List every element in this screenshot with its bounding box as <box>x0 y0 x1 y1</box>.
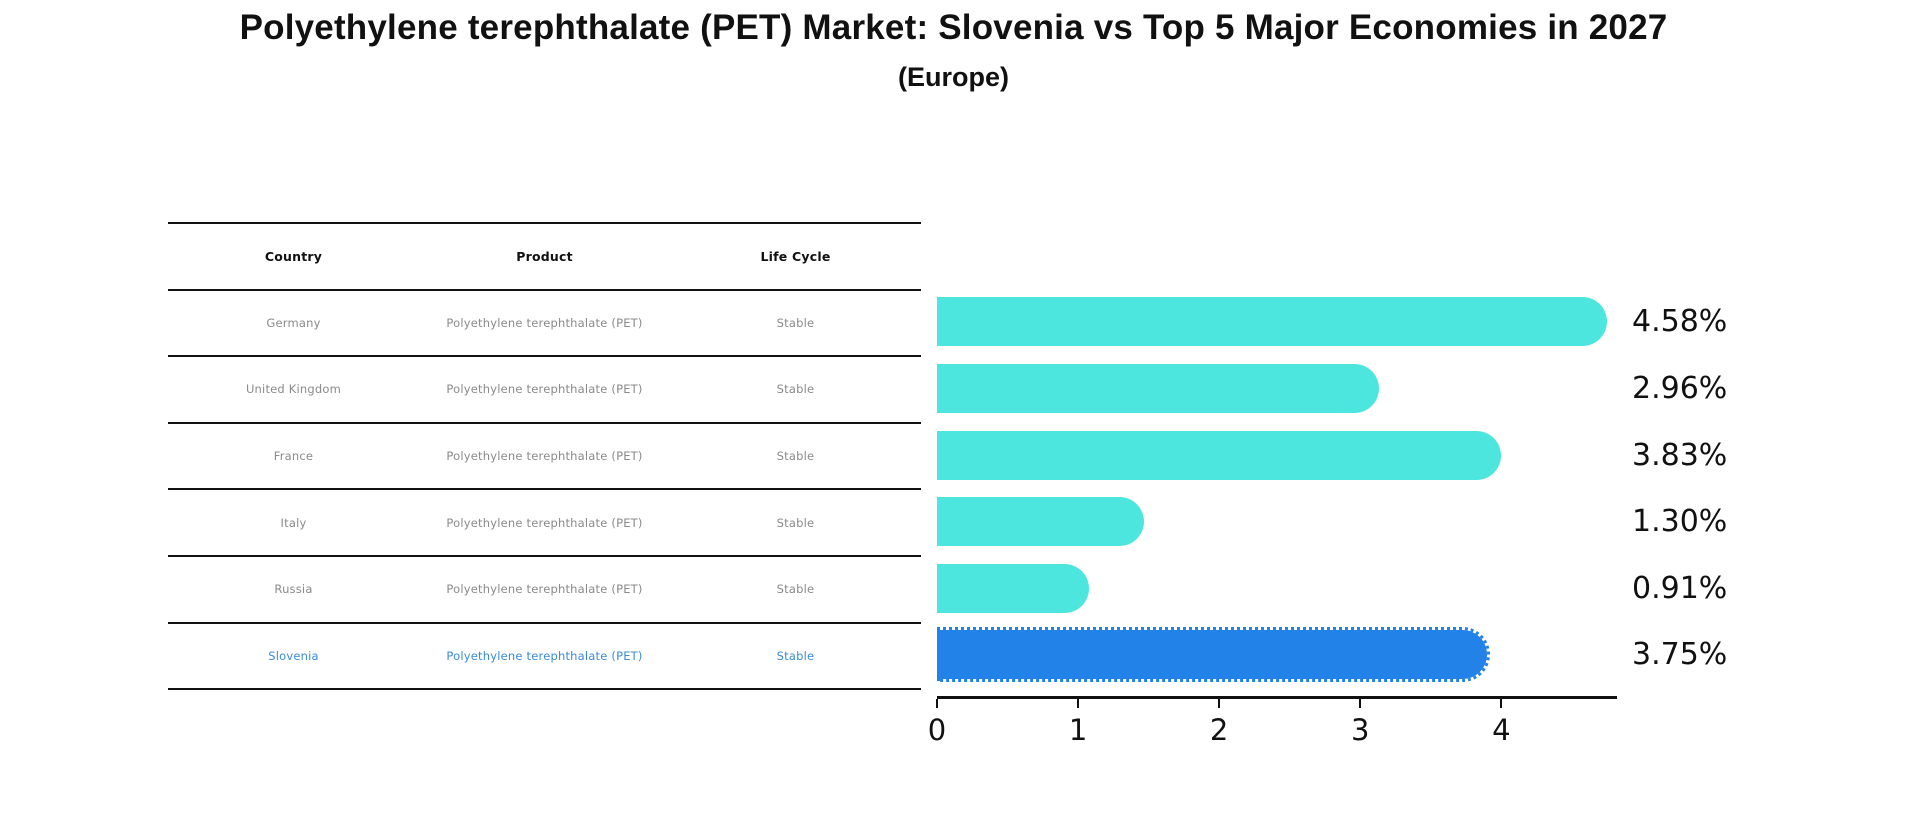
bar-value-label: 2.96% <box>1632 370 1728 406</box>
country-cell: Slovenia <box>268 648 319 663</box>
product-cell: Polyethylene terephthalate (PET) <box>446 382 643 397</box>
product-cell: Polyethylene terephthalate (PET) <box>446 582 643 597</box>
product-cell: Polyethylene terephthalate (PET) <box>446 449 643 464</box>
column-header-product: Product <box>516 248 573 264</box>
bar <box>937 363 1379 413</box>
x-axis-tick <box>1359 699 1362 708</box>
life-cycle-cell: Stable <box>776 648 815 663</box>
life-cycle-cell: Stable <box>776 515 815 530</box>
country-cell: Italy <box>280 515 307 530</box>
table-row: United Kingdom Polyethylene terephthalat… <box>168 355 921 422</box>
product-cell: Polyethylene terephthalate (PET) <box>446 315 643 330</box>
table-header-row: Country Product Life Cycle <box>168 222 921 289</box>
x-axis-tick-label: 2 <box>1209 713 1229 747</box>
country-cell: Russia <box>274 582 313 597</box>
table-row: France Polyethylene terephthalate (PET) … <box>168 421 921 489</box>
bar-value-label: 3.75% <box>1632 637 1728 673</box>
life-cycle-cell: Stable <box>776 382 815 397</box>
x-axis-tick-label: 1 <box>1068 713 1088 747</box>
bar <box>937 497 1145 547</box>
table-row: Russia Polyethylene terephthalate (PET) … <box>168 554 921 622</box>
country-cell: United Kingdom <box>245 382 342 397</box>
bar-chart: 4.58% 2.96% 3.83% 1.30% 0.91% 3.75% <box>937 289 1897 689</box>
bar-value-label: 0.91% <box>1632 570 1728 606</box>
x-axis-tick <box>1218 699 1221 708</box>
column-header-country: Country <box>264 248 323 264</box>
x-axis: 0 1 2 3 4 <box>928 696 1617 747</box>
table-row: Italy Polyethylene terephthalate (PET) S… <box>168 488 921 555</box>
country-table: Country Product Life Cycle Germany Polye… <box>168 222 921 691</box>
chart-title: Polyethylene terephthalate (PET) Market:… <box>239 8 1668 47</box>
life-cycle-cell: Stable <box>776 449 815 464</box>
x-axis-tick <box>1077 699 1080 708</box>
bar <box>937 627 1491 683</box>
x-axis-tick <box>1500 699 1503 708</box>
bar <box>937 297 1608 347</box>
x-axis-tick-label: 4 <box>1492 713 1511 747</box>
product-cell: Polyethylene terephthalate (PET) <box>446 515 643 530</box>
bar <box>937 430 1502 480</box>
product-cell: Polyethylene terephthalate (PET) <box>446 648 643 663</box>
life-cycle-cell: Stable <box>776 315 815 330</box>
bar-value-label: 3.83% <box>1632 437 1728 473</box>
bar-row: 2.96% <box>937 355 1897 422</box>
bar <box>937 563 1090 613</box>
table-row: Slovenia Polyethylene terephthalate (PET… <box>168 621 921 689</box>
country-cell: Germany <box>266 315 321 330</box>
table-row: Germany Polyethylene terephthalate (PET)… <box>168 288 921 356</box>
x-axis-tick-label: 3 <box>1351 713 1370 747</box>
bar-value-label: 1.30% <box>1632 504 1728 540</box>
bar-row: 4.58% <box>937 289 1897 356</box>
bar-value-label: 4.58% <box>1632 304 1728 340</box>
bar-row: 3.75% <box>937 622 1897 689</box>
bar-row: 0.91% <box>937 555 1897 622</box>
bar-row: 3.83% <box>937 422 1897 489</box>
country-cell: France <box>273 449 314 464</box>
column-header-life-cycle: Life Cycle <box>760 248 831 264</box>
bar-row: 1.30% <box>937 488 1897 555</box>
life-cycle-cell: Stable <box>776 582 815 597</box>
chart-subtitle: (Europe) <box>898 62 1009 92</box>
x-axis-tick <box>936 699 938 708</box>
x-axis-tick-label: 0 <box>927 713 947 747</box>
